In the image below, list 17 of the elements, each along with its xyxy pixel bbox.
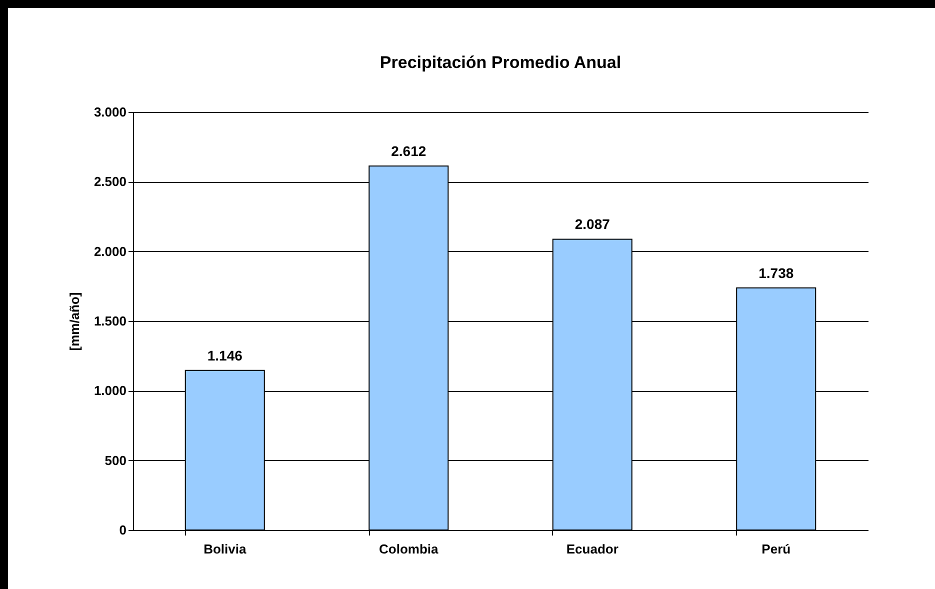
x-tick-label: Perú (762, 542, 791, 556)
y-tick-label: 0 (119, 522, 126, 538)
y-tick-label: 3.000 (94, 104, 126, 120)
y-axis-title: [mm/año] (66, 292, 82, 351)
x-tick-label: Ecuador (566, 542, 618, 556)
x-tick-label: Colombia (379, 542, 439, 556)
chart-title: Precipitación Promedio Anual (380, 53, 622, 72)
data-label: 1.738 (758, 264, 794, 281)
x-tick-label: Bolivia (204, 542, 247, 556)
y-tick-label: 500 (104, 452, 126, 468)
data-label: 2.612 (391, 143, 426, 160)
y-tick-label: 2.500 (94, 174, 126, 190)
data-label: 2.087 (574, 216, 610, 232)
data-label: 1.146 (207, 347, 243, 364)
y-tick-label: 2.000 (94, 244, 126, 259)
y-tick-label: 1.000 (94, 383, 126, 398)
y-tick-label: 1.500 (94, 314, 126, 328)
